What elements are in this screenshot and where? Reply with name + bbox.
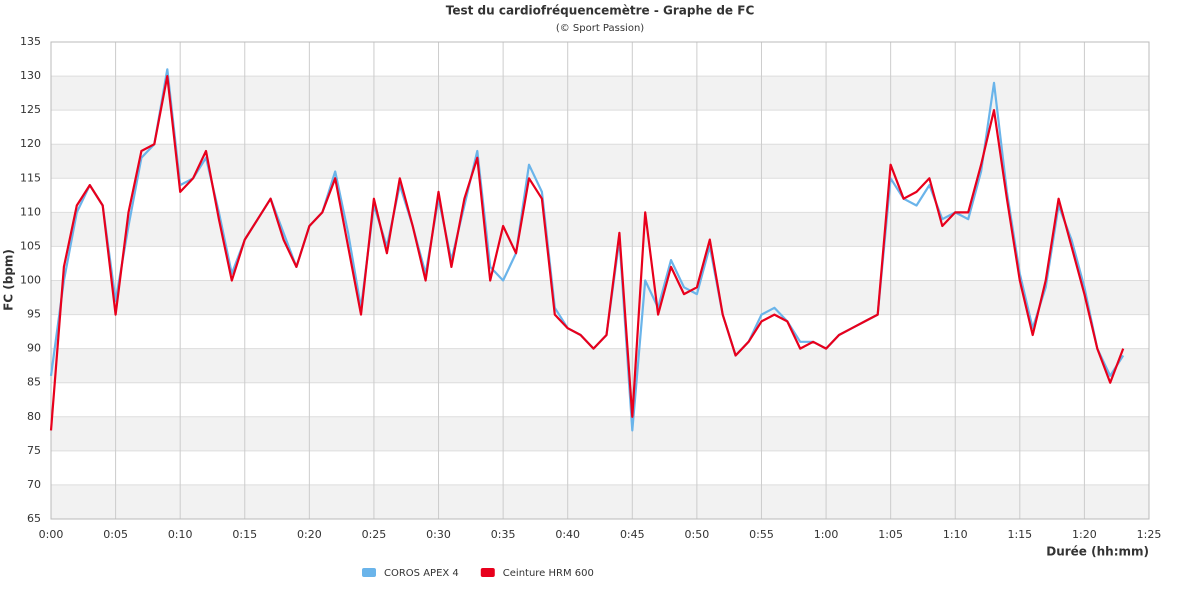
y-tick-label: 75	[27, 444, 41, 457]
y-tick-label: 65	[27, 512, 41, 525]
y-axis-label: FC (bpm)	[2, 249, 16, 311]
grid-band	[51, 348, 1149, 383]
grid-band	[51, 76, 1149, 111]
x-tick-label: 0:50	[685, 528, 710, 541]
grid-band	[51, 212, 1149, 247]
x-tick-label: 0:45	[620, 528, 645, 541]
grid-band	[51, 280, 1149, 315]
legend-label: COROS APEX 4	[384, 568, 459, 579]
y-tick-label: 70	[27, 478, 41, 491]
x-axis-label: Durée (hh:mm)	[1046, 545, 1149, 559]
x-tick-label: 1:25	[1137, 528, 1162, 541]
chart-title: Test du cardiofréquencemètre - Graphe de…	[446, 4, 755, 18]
x-tick-label: 1:10	[943, 528, 968, 541]
x-tick-label: 1:05	[878, 528, 903, 541]
x-tick-label: 0:25	[362, 528, 387, 541]
plot-border	[50, 41, 1150, 520]
y-tick-label: 100	[20, 274, 41, 287]
x-tick-label: 0:10	[168, 528, 193, 541]
x-tick-label: 0:40	[555, 528, 580, 541]
chart-subtitle: (© Sport Passion)	[556, 23, 644, 34]
legend-label: Ceinture HRM 600	[503, 568, 594, 579]
grid-band	[51, 484, 1149, 519]
legend-swatch	[362, 568, 376, 577]
x-tick-label: 0:00	[39, 528, 64, 541]
y-tick-label: 135	[20, 35, 41, 48]
y-tick-label: 80	[27, 410, 41, 423]
y-tick-label: 95	[27, 308, 41, 321]
x-tick-label: 1:15	[1007, 528, 1032, 541]
y-tick-label: 125	[20, 103, 41, 116]
y-tick-label: 110	[20, 205, 41, 218]
grid-band	[51, 416, 1149, 451]
x-tick-label: 0:15	[232, 528, 257, 541]
y-tick-label: 90	[27, 342, 41, 355]
legend-swatch	[480, 568, 495, 577]
x-tick-label: 1:00	[814, 528, 839, 541]
y-tick-label: 130	[20, 69, 41, 82]
line-series	[49, 75, 1125, 431]
grid-band	[51, 144, 1149, 179]
x-tick-label: 0:30	[426, 528, 451, 541]
x-tick-label: 1:20	[1072, 528, 1097, 541]
x-tick-label: 0:20	[297, 528, 322, 541]
y-tick-label: 115	[20, 171, 41, 184]
x-tick-label: 0:55	[749, 528, 774, 541]
y-tick-label: 105	[20, 239, 41, 252]
y-tick-label: 120	[20, 137, 41, 150]
x-tick-label: 0:05	[103, 528, 128, 541]
plot-background	[51, 76, 1149, 519]
x-tick-label: 0:35	[491, 528, 516, 541]
y-tick-label: 85	[27, 376, 41, 389]
